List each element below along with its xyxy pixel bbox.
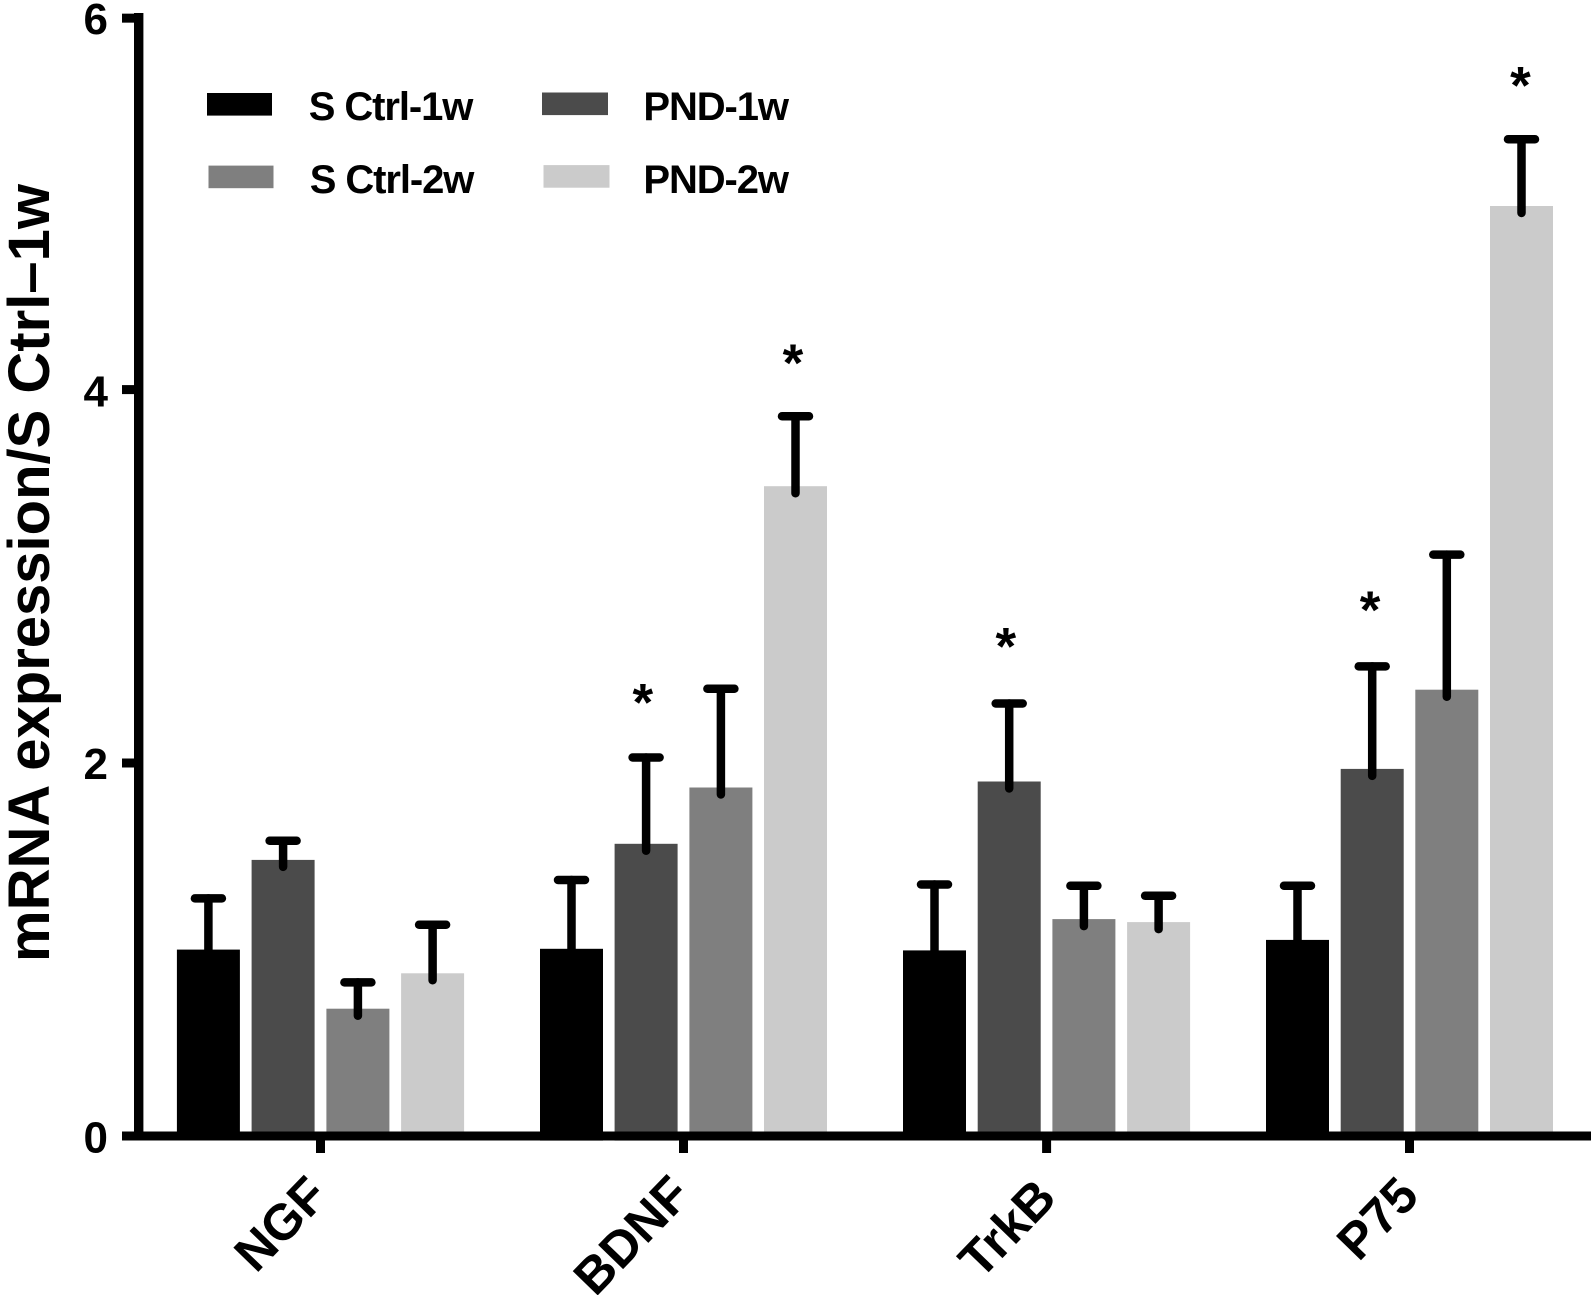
svg-text:4: 4 <box>84 367 109 416</box>
svg-text:2: 2 <box>84 740 108 789</box>
svg-text:mRNA expression/S Ctrl–1w: mRNA expression/S Ctrl–1w <box>0 183 62 962</box>
svg-text:*: * <box>1360 581 1381 640</box>
svg-text:0: 0 <box>84 1113 108 1162</box>
svg-text:PND-2w: PND-2w <box>643 158 790 202</box>
svg-text:*: * <box>632 674 653 733</box>
svg-text:6: 6 <box>84 0 108 44</box>
svg-text:*: * <box>1510 56 1531 115</box>
svg-text:PND-1w: PND-1w <box>643 85 790 129</box>
svg-text:*: * <box>995 618 1016 677</box>
svg-text:S Ctrl-2w: S Ctrl-2w <box>310 158 475 202</box>
svg-text:S Ctrl-1w: S Ctrl-1w <box>309 85 474 129</box>
svg-text:*: * <box>783 334 804 393</box>
